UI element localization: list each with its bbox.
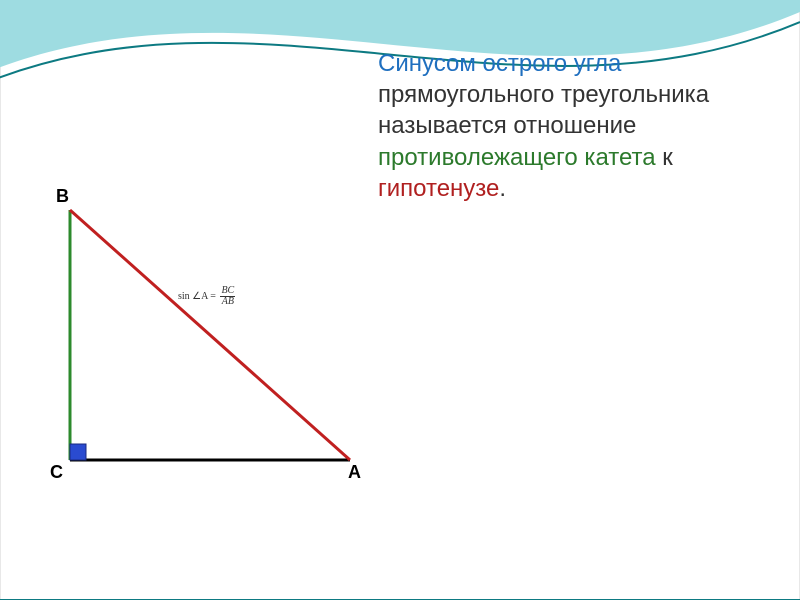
vertex-label-B: B [56,186,69,207]
definition-word-5: . [499,175,506,202]
formula-fraction: BC AB [220,286,235,307]
definition-word-1: прямоугольного треугольника называется о… [378,81,709,139]
vertex-label-C: C [50,462,63,483]
triangle-diagram: B C A sin ∠A = BC AB [30,180,390,490]
definition-text: Синусом острого угла прямоугольного треу… [378,48,770,204]
triangle-svg [30,180,390,490]
formula-lhs: sin ∠A = [178,291,216,302]
vertex-label-A: A [348,462,361,483]
right-angle-marker [70,444,86,460]
definition-word-2: противолежащего катета [378,144,656,171]
side-AB [70,210,350,460]
slide: Синусом острого угла прямоугольного треу… [0,0,800,600]
definition-word-0: Синусом острого угла [378,50,621,77]
formula-sin: sin ∠A = BC AB [178,286,235,307]
definition-word-4: гипотенузе [378,175,499,202]
formula-den: AB [220,297,235,307]
definition-word-3: к [656,144,673,171]
